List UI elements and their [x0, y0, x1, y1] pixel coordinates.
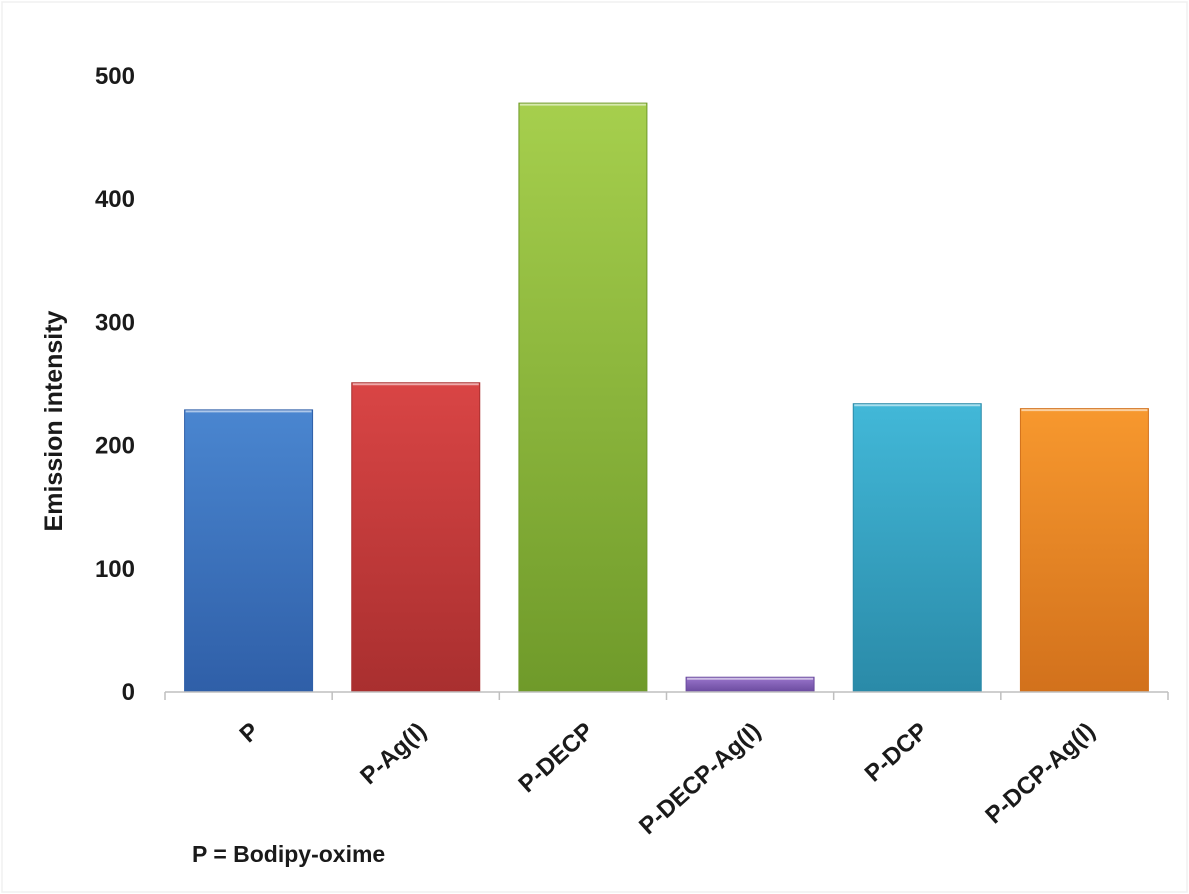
x-tick-label: P-DECP — [513, 717, 598, 798]
bar-p-dcp-ag-i — [1019, 408, 1149, 693]
y-axis-label: Emission intensity — [40, 310, 68, 531]
annotation-note: P = Bodipy-oxime — [192, 841, 385, 867]
bar-p-ag-i — [351, 382, 481, 693]
x-axis-tick-labels: P P-Ag(I) P-DECP P-DECP-Ag(I) P-DCP P-DCP-Ag(… — [235, 717, 1101, 840]
y-tick-label: 400 — [95, 186, 135, 213]
bars-group — [184, 102, 1149, 693]
x-tick-label: P — [235, 717, 265, 748]
bar-p-dcp — [852, 403, 982, 693]
y-axis-ticks: 0 100 200 300 400 500 — [95, 63, 135, 706]
bar-p-decp — [518, 102, 648, 693]
x-tick-label: P-DECP-Ag(I) — [634, 717, 766, 840]
x-axis-ticks — [164, 692, 1169, 700]
y-tick-label: 200 — [95, 433, 135, 460]
x-tick-label: P-DCP-Ag(I) — [980, 717, 1100, 829]
y-tick-label: 0 — [122, 679, 135, 706]
y-tick-label: 100 — [95, 556, 135, 583]
y-tick-label: 300 — [95, 309, 135, 336]
y-tick-label: 500 — [95, 63, 135, 90]
x-tick-label: P-Ag(I) — [355, 717, 432, 790]
x-tick-label: P-DCP — [860, 717, 934, 787]
bar-p — [184, 409, 314, 693]
